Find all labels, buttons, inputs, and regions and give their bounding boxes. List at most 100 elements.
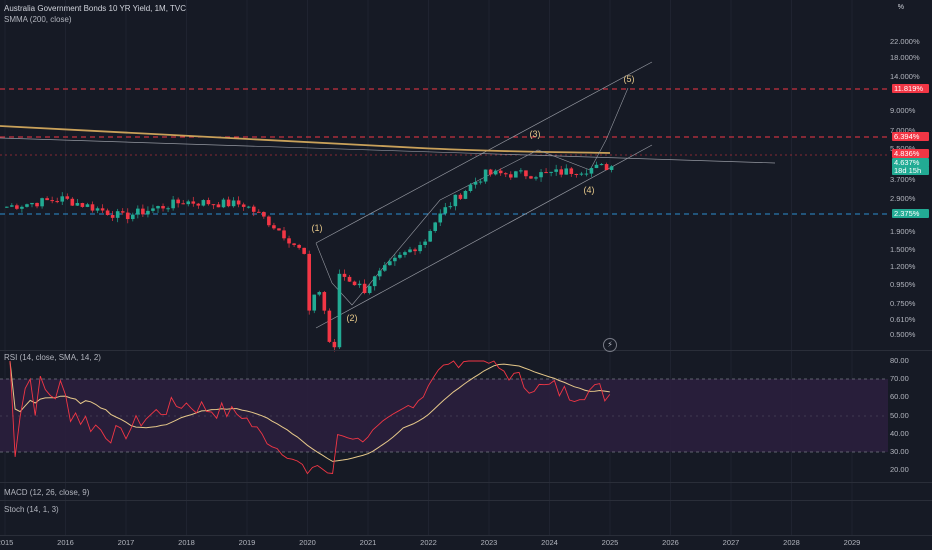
candle <box>161 206 165 209</box>
candle <box>65 196 70 199</box>
stoch-legend[interactable]: Stoch (14, 1, 3) <box>4 505 59 514</box>
candle <box>176 199 180 204</box>
candle <box>125 212 130 220</box>
candle <box>448 206 453 208</box>
candle <box>317 292 322 295</box>
rsi-ma-line[interactable] <box>9 360 610 462</box>
price-badge: 4.637% <box>892 158 929 167</box>
time-axis-label: 2023 <box>480 538 498 547</box>
candle <box>196 203 201 206</box>
macd-legend[interactable]: MACD (12, 26, close, 9) <box>4 488 90 497</box>
candle <box>25 204 29 207</box>
candle <box>50 200 54 202</box>
candle <box>594 164 599 169</box>
candle <box>45 198 49 201</box>
rsi-legend[interactable]: RSI (14, close, SMA, 14, 2) <box>4 353 101 362</box>
candle <box>569 168 574 174</box>
candle <box>514 171 518 178</box>
candle <box>141 208 145 215</box>
lightning-icon[interactable]: ⚡ <box>603 338 617 352</box>
candle <box>383 265 387 271</box>
candle <box>297 244 301 248</box>
candle <box>609 166 614 170</box>
pane-divider-macd[interactable] <box>0 482 932 483</box>
rsi-axis-label: 80.00 <box>890 356 909 365</box>
candle <box>463 190 468 199</box>
candle <box>408 249 412 253</box>
candle <box>272 225 276 229</box>
candle <box>549 171 553 173</box>
price-axis-label: 0.500% <box>890 330 916 339</box>
candle <box>342 273 347 277</box>
candle <box>30 202 34 205</box>
pane-divider-stoch[interactable] <box>0 500 932 501</box>
candle <box>20 206 24 209</box>
axis-unit-label[interactable]: % <box>897 4 904 11</box>
price-badge: 6.394% <box>892 132 929 141</box>
time-axis-label: 2016 <box>57 538 74 547</box>
candle <box>186 201 191 205</box>
candle <box>105 210 110 216</box>
candle <box>347 276 352 282</box>
rsi-axis-label: 60.00 <box>890 392 909 402</box>
price-axis-label: 0.610% <box>890 314 916 324</box>
candle <box>413 249 417 252</box>
smma-legend[interactable]: SMMA (200, close) <box>4 15 72 24</box>
rsi-axis-label: 70.00 <box>890 374 909 384</box>
chart-title[interactable]: Australia Government Bonds 10 YR Yield, … <box>4 4 187 13</box>
candle <box>5 206 9 208</box>
rsi-axis-label: 50.00 <box>890 410 909 420</box>
candle <box>488 169 493 175</box>
candle <box>367 286 372 293</box>
rsi-axis-label: 30.00 <box>890 446 909 456</box>
candle <box>181 203 185 205</box>
candle <box>231 200 236 207</box>
rsi-line[interactable] <box>9 360 611 475</box>
candle <box>211 204 216 206</box>
channel-lower[interactable] <box>315 144 653 329</box>
candle <box>362 283 367 293</box>
time-axis-label: 2024 <box>541 538 558 547</box>
time-axis-label: 2026 <box>662 538 679 547</box>
candle <box>398 254 402 258</box>
candle <box>136 208 140 215</box>
candle <box>599 164 604 166</box>
candle <box>191 201 196 204</box>
candle <box>534 177 538 179</box>
candle <box>100 208 105 211</box>
time-axis-label: 2017 <box>117 538 135 547</box>
time-axis-label: 2027 <box>722 538 740 547</box>
candle <box>216 204 221 208</box>
smma-line[interactable] <box>0 125 611 154</box>
candle <box>55 201 59 203</box>
candle <box>312 294 317 311</box>
pane-divider-rsi[interactable] <box>0 350 932 351</box>
elliott-path[interactable] <box>315 87 629 306</box>
price-axis-label: 0.750% <box>890 298 916 308</box>
candle <box>438 213 443 223</box>
price-axis-label: 7.000% <box>890 125 916 135</box>
long-trend-line[interactable] <box>0 137 776 164</box>
candle <box>201 200 206 206</box>
price-badge: 18d 15h <box>892 166 929 175</box>
price-badge: 4.836% <box>892 149 929 158</box>
candle <box>80 203 85 207</box>
channel-upper[interactable] <box>315 61 653 244</box>
candle <box>559 169 563 175</box>
price-axis-label: 1.200% <box>890 262 916 272</box>
candle <box>70 198 75 206</box>
candle <box>226 199 231 207</box>
candle <box>327 310 332 342</box>
candle <box>403 252 407 255</box>
price-axis-label: 1.900% <box>890 226 916 236</box>
price-axis-label: 0.950% <box>890 280 916 290</box>
pane-divider-time <box>0 535 932 536</box>
price-axis-label: 22.000% <box>890 37 920 46</box>
candle <box>574 173 579 175</box>
candle <box>529 176 533 179</box>
price-badge: 11.819% <box>892 84 929 93</box>
candle <box>85 204 90 207</box>
candle <box>589 168 594 174</box>
candle <box>478 181 483 183</box>
